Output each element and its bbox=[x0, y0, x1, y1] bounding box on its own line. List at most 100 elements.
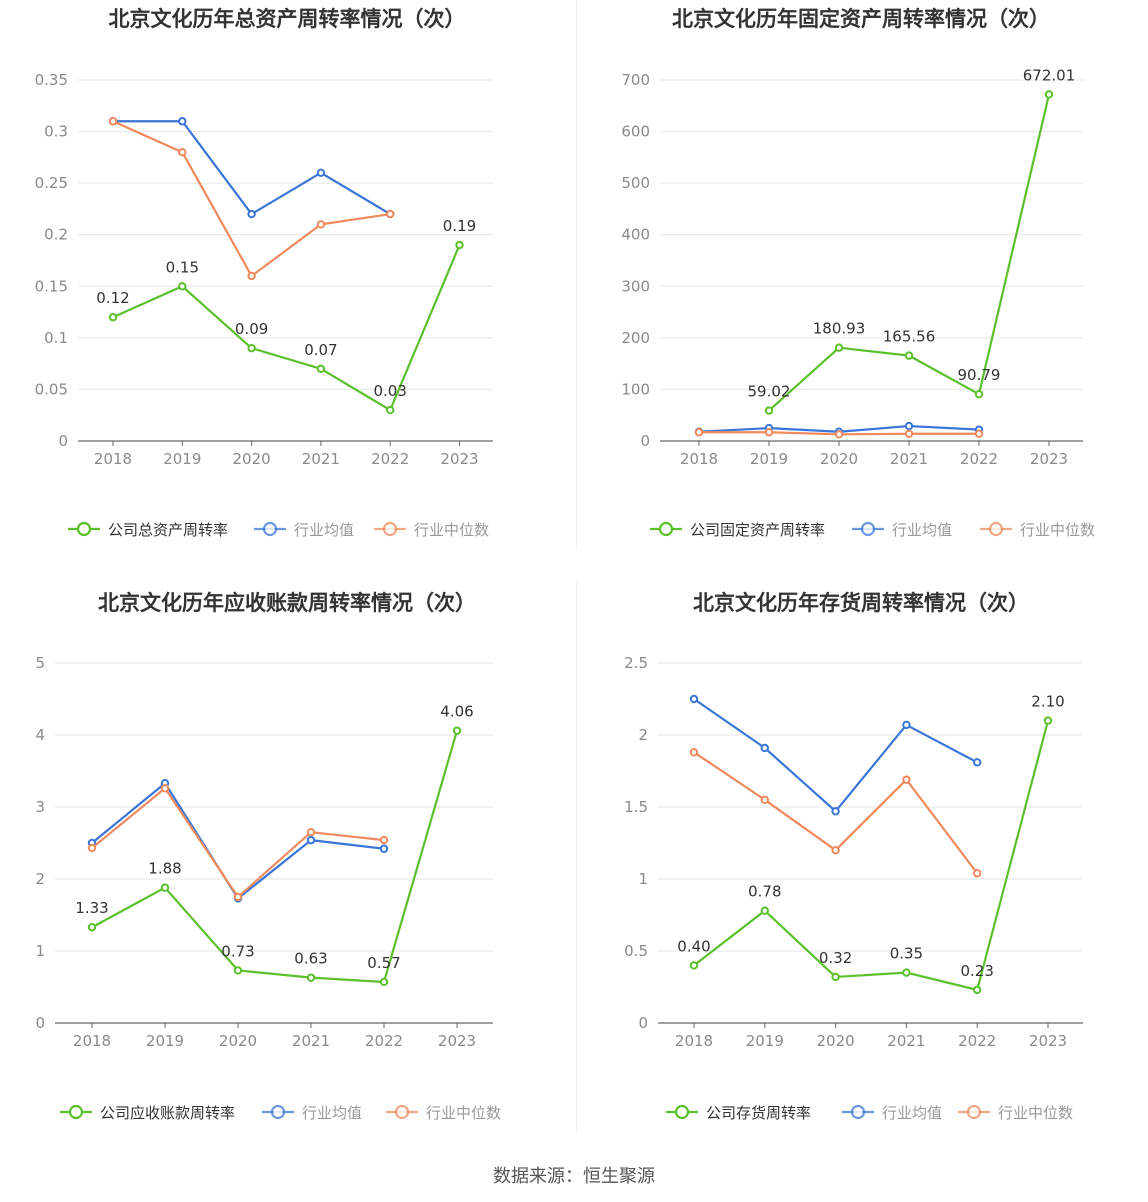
x-axis: 2018 2019 2020 2021 2022 2023 bbox=[94, 441, 479, 468]
data-point-median bbox=[233, 892, 243, 902]
legend-marker bbox=[394, 1104, 410, 1120]
y-tick-label: 0 bbox=[640, 432, 650, 450]
x-tick-label: 2023 bbox=[438, 1032, 476, 1050]
data-point-median bbox=[831, 846, 840, 855]
y-tick-label: 0.35 bbox=[35, 71, 68, 89]
y-tick-label: 0 bbox=[58, 432, 68, 450]
y-tick-label: 0.3 bbox=[44, 123, 68, 141]
data-point-company bbox=[764, 406, 774, 415]
x-tick-label: 2018 bbox=[680, 450, 718, 468]
x-tick-label: 2022 bbox=[960, 450, 998, 468]
data-point-avg bbox=[178, 117, 187, 126]
legend-label: 行业均值 bbox=[882, 1104, 942, 1122]
data-label: 0.09 bbox=[235, 320, 268, 338]
data-point-company bbox=[108, 313, 118, 322]
data-point-company bbox=[247, 343, 256, 353]
chart-svg: 北京文化历年固定资产周转率情况（次） 0 100 200 300 400 500 600 700… bbox=[621, 7, 1095, 539]
data-point-median bbox=[247, 271, 256, 281]
x-tick-label: 2022 bbox=[365, 1032, 403, 1050]
y-tick-label: 600 bbox=[621, 123, 650, 141]
data-point-avg bbox=[379, 844, 389, 853]
y-tick-label: 400 bbox=[621, 226, 650, 244]
series-avg bbox=[87, 779, 389, 903]
x-tick-label: 2019 bbox=[746, 1032, 784, 1050]
data-point-median bbox=[973, 869, 982, 878]
data-point-company bbox=[831, 972, 840, 982]
data-label: 0.32 bbox=[819, 949, 852, 967]
data-point-company bbox=[1043, 716, 1053, 725]
data-point-median bbox=[834, 430, 844, 439]
legend-label: 行业均值 bbox=[892, 521, 952, 539]
chart-title: 北京文化历年固定资产周转率情况（次） bbox=[672, 7, 1050, 31]
chart-panel-inventory-turnover: 北京文化历年存货周转率情况（次） 0 0.5 1 1.5 2 2.5 2018 2019 2020… bbox=[574, 582, 1148, 1162]
data-point-company bbox=[233, 966, 243, 975]
legend-item-avg: 行业均值 bbox=[842, 1104, 942, 1122]
data-label: 4.06 bbox=[440, 703, 473, 721]
y-tick-label: 100 bbox=[621, 380, 650, 398]
x-axis: 2018 2019 2020 2021 2022 2023 bbox=[73, 1023, 476, 1050]
legend-label: 行业中位数 bbox=[998, 1104, 1073, 1122]
data-point-median bbox=[160, 784, 170, 793]
legend-marker bbox=[382, 521, 398, 537]
series-line-avg bbox=[91, 782, 385, 900]
data-point-avg bbox=[689, 694, 699, 704]
y-tick-label: 0.15 bbox=[35, 277, 68, 295]
x-tick-label: 2019 bbox=[163, 450, 201, 468]
legend-marker bbox=[988, 521, 1004, 537]
x-tick-label: 2023 bbox=[1030, 450, 1068, 468]
data-label: 2.10 bbox=[1031, 693, 1064, 711]
data-label: 0.57 bbox=[367, 954, 400, 972]
data-point-avg bbox=[760, 743, 770, 753]
data-point-median bbox=[178, 148, 187, 157]
x-tick-label: 2018 bbox=[675, 1032, 713, 1050]
data-point-company bbox=[834, 343, 844, 352]
series-line-avg bbox=[113, 120, 391, 216]
series-line-company bbox=[112, 244, 461, 412]
data-point-company bbox=[386, 405, 395, 415]
chart-panel-receivable-turnover: 北京文化历年应收账款周转率情况（次） 0 1 2 3 4 5 2018 2019 2020 2021… bbox=[0, 582, 574, 1162]
x-axis: 2018 2019 2020 2021 2022 2023 bbox=[680, 441, 1068, 468]
data-point-median bbox=[316, 220, 326, 229]
data-label: 180.93 bbox=[813, 320, 866, 338]
y-tick-label: 0.1 bbox=[44, 329, 68, 347]
data-label: 0.40 bbox=[677, 937, 710, 955]
data-point-median bbox=[764, 428, 774, 437]
x-tick-label: 2023 bbox=[1029, 1032, 1067, 1050]
legend-item-median: 行业中位数 bbox=[980, 521, 1095, 539]
data-point-company bbox=[87, 923, 97, 932]
legend-label: 行业中位数 bbox=[414, 521, 489, 539]
series-avg bbox=[689, 694, 982, 816]
data-point-avg bbox=[247, 209, 256, 219]
data-label: 0.73 bbox=[221, 942, 254, 960]
data-point-median bbox=[974, 429, 984, 438]
series-company: 1.33 1.88 0.73 0.63 0.57 4.06 bbox=[75, 703, 474, 987]
data-point-company bbox=[160, 883, 170, 892]
legend-item-avg: 行业均值 bbox=[254, 521, 354, 539]
data-label: 0.63 bbox=[294, 950, 327, 968]
legend-item-median: 行业中位数 bbox=[958, 1104, 1073, 1122]
panel-divider bbox=[576, 0, 577, 550]
legend-label: 公司存货周转率 bbox=[706, 1104, 811, 1122]
chart-svg: 北京文化历年应收账款周转率情况（次） 0 1 2 3 4 5 2018 2019 2020 2021… bbox=[35, 591, 501, 1122]
y-tick-label: 0.05 bbox=[35, 380, 68, 398]
data-point-company bbox=[760, 906, 770, 915]
data-point-median bbox=[386, 209, 395, 219]
legend-label: 公司应收账款周转率 bbox=[100, 1104, 235, 1122]
y-tick-label: 0 bbox=[35, 1014, 45, 1032]
data-label: 0.78 bbox=[748, 883, 781, 901]
chart-title: 北京文化历年总资产周转率情况（次） bbox=[109, 7, 466, 31]
legend-marker bbox=[68, 1104, 84, 1120]
legend-item-median: 行业中位数 bbox=[374, 521, 489, 539]
data-label: 0.03 bbox=[373, 382, 406, 400]
y-tick-label: 200 bbox=[621, 329, 650, 347]
x-tick-label: 2021 bbox=[887, 1032, 925, 1050]
data-point-company bbox=[306, 973, 316, 982]
x-tick-label: 2023 bbox=[440, 450, 478, 468]
data-point-median bbox=[306, 828, 316, 837]
data-point-avg bbox=[904, 421, 914, 431]
legend-item-company: 公司应收账款周转率 bbox=[60, 1104, 235, 1122]
legend-marker bbox=[966, 1104, 982, 1120]
data-source: 数据来源：恒生聚源 bbox=[493, 1166, 655, 1187]
legend-marker bbox=[76, 521, 92, 537]
legend: 公司总资产周转率 行业均值 行业中位数 bbox=[68, 521, 489, 539]
